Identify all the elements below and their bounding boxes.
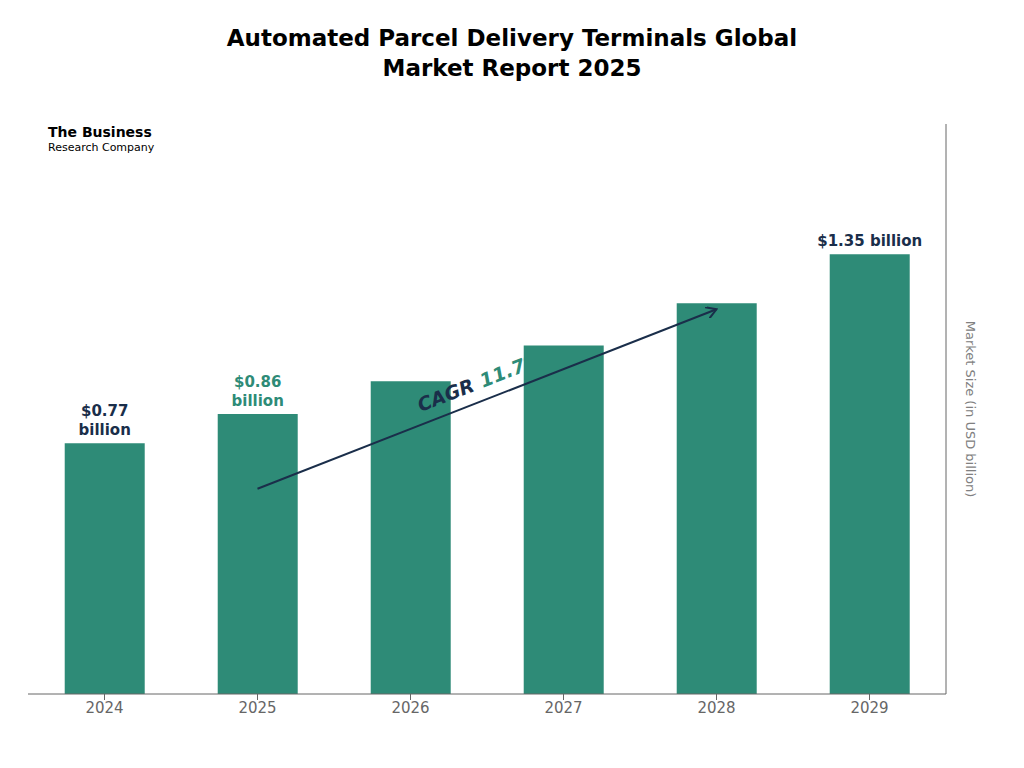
svg-text:2024: 2024: [85, 699, 123, 717]
svg-text:2029: 2029: [850, 699, 888, 717]
svg-text:2028: 2028: [697, 699, 735, 717]
svg-text:2026: 2026: [391, 699, 429, 717]
svg-text:CAGR11.7%: CAGR11.7%: [414, 347, 546, 416]
svg-text:2025: 2025: [238, 699, 276, 717]
html-text:Research Company: Research Company: [48, 140, 155, 154]
svg-text:$0.77billion: $0.77billion: [79, 402, 131, 439]
svg-text:2027: 2027: [544, 699, 582, 717]
html-text:Automated Parcel Delivery Term: Automated Parcel Delivery Terminals Glob…: [226, 25, 798, 81]
svg-text:Market Size (in USD billion): Market Size (in USD billion): [963, 321, 978, 498]
svg-text:$1.35 billion: $1.35 billion: [817, 232, 922, 250]
html-text:The Business: The Business: [48, 124, 152, 140]
svg-text:$0.86billion: $0.86billion: [232, 373, 284, 410]
